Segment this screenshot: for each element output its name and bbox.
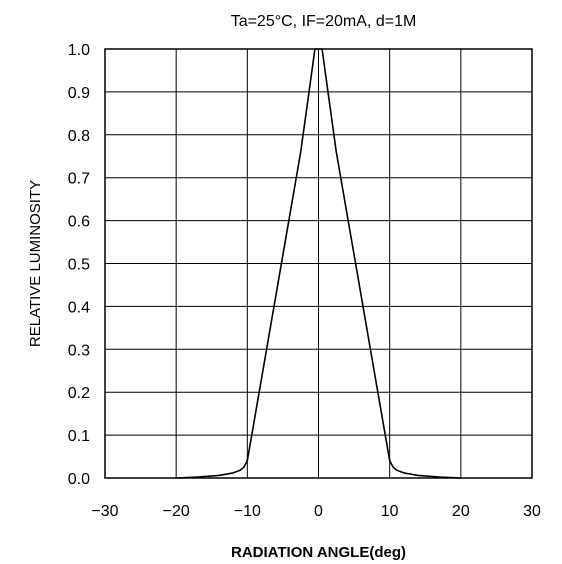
x-tick-label: −10 (234, 503, 261, 520)
x-tick-label: 30 (523, 503, 541, 520)
y-tick-label: 0.5 (68, 257, 90, 274)
x-tick-label: −30 (91, 503, 118, 520)
y-tick-label: 0.7 (68, 171, 90, 188)
y-axis-title: RELATIVE LUMINOSITY (27, 180, 44, 347)
x-tick-labels: −30 −20 −10 0 10 20 30 (91, 503, 541, 520)
x-axis-title: RADIATION ANGLE(deg) (231, 544, 406, 561)
y-tick-label: 0.4 (68, 299, 90, 316)
x-tick-label: −20 (163, 503, 190, 520)
y-tick-label: 0.8 (68, 128, 90, 145)
y-tick-label: 0.3 (68, 342, 90, 359)
grid-lines (104, 48, 533, 479)
y-tick-labels: 0.0 0.1 0.2 0.3 0.4 0.5 0.6 0.7 0.8 0.9 1.0 (68, 42, 90, 488)
y-tick-label: 0.1 (68, 428, 90, 445)
y-tick-label: 0.0 (68, 471, 90, 488)
y-tick-label: 0.6 (68, 214, 90, 231)
x-tick-label: 0 (314, 503, 323, 520)
chart-title: Ta=25°C, IF=20mA, d=1M (231, 13, 417, 30)
y-tick-label: 0.9 (68, 85, 90, 102)
x-tick-label: 10 (381, 503, 399, 520)
y-tick-label: 1.0 (68, 42, 90, 59)
x-tick-label: 20 (452, 503, 470, 520)
y-tick-label: 0.2 (68, 385, 90, 402)
series-line (176, 48, 461, 479)
series-group (176, 48, 461, 479)
